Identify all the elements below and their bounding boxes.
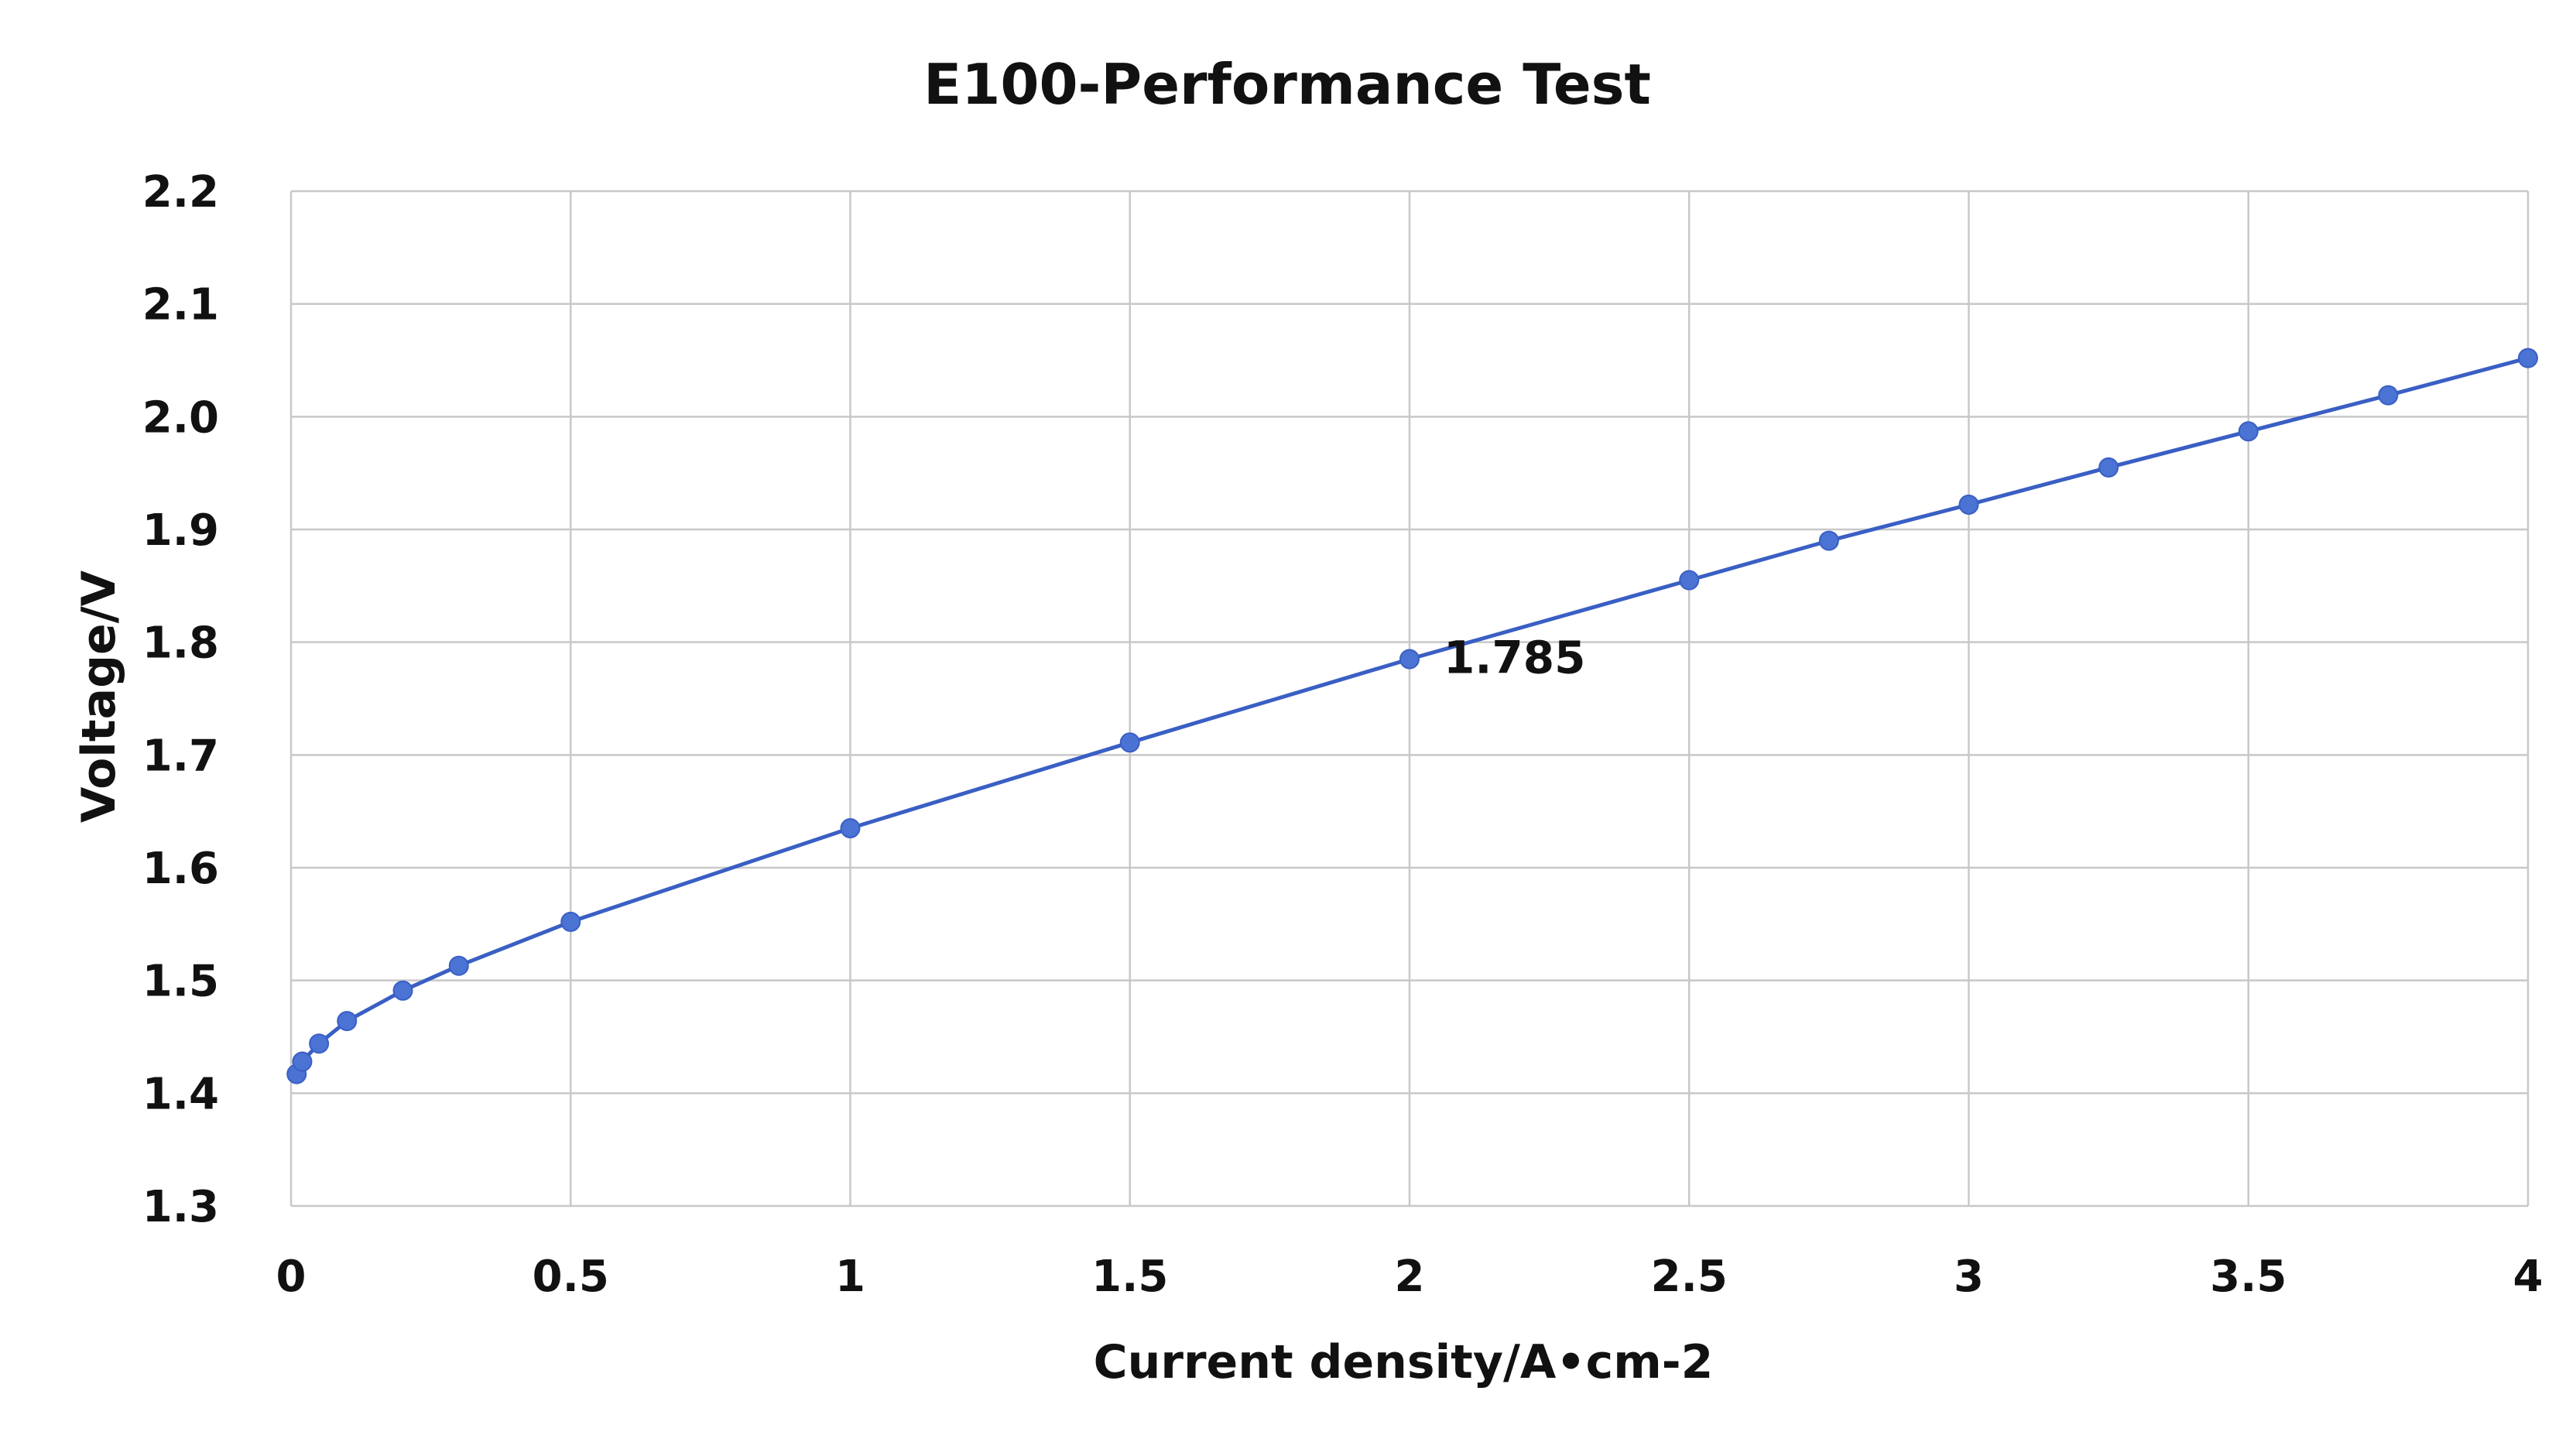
- x-axis-label: Current density/A•cm-2: [1094, 1335, 1714, 1389]
- y-tick-label: 1.9: [142, 505, 219, 556]
- data-point: [2518, 348, 2538, 368]
- data-point: [1119, 732, 1140, 753]
- y-axis-ticks: 1.3 1.4 1.5 1.6 1.7 1.8 1.9 2.0 2.1 2.2: [142, 167, 219, 1232]
- x-tick-label: 2: [1395, 1252, 1425, 1302]
- x-tick-label: 3.5: [2210, 1252, 2287, 1302]
- data-label: 1.785: [1444, 632, 1585, 684]
- grid: [289, 190, 2530, 1208]
- data-point: [2378, 385, 2399, 406]
- data-point: [560, 911, 581, 932]
- data-point: [1958, 494, 1979, 515]
- data-point: [840, 818, 861, 839]
- y-tick-label: 2.2: [142, 167, 219, 218]
- data-point: [337, 1011, 358, 1032]
- data-point: [309, 1033, 330, 1054]
- x-tick-label: 2.5: [1651, 1252, 1728, 1302]
- x-tick-label: 3: [1954, 1252, 1984, 1302]
- data-point: [2098, 457, 2119, 478]
- data-point: [1399, 649, 1420, 670]
- x-tick-label: 1: [835, 1252, 865, 1302]
- chart-title: E100-Performance Test: [923, 52, 1651, 117]
- data-point: [2238, 421, 2259, 442]
- y-tick-label: 1.7: [142, 731, 219, 781]
- y-tick-label: 2.1: [142, 280, 219, 331]
- y-tick-label: 1.5: [142, 957, 219, 1007]
- series-group: [286, 348, 2538, 1084]
- x-tick-label: 0.5: [533, 1252, 609, 1302]
- data-point: [1679, 570, 1700, 591]
- x-tick-label: 0: [276, 1252, 307, 1302]
- x-tick-label: 4: [2513, 1252, 2543, 1302]
- annotations: 1.785: [1444, 632, 1585, 684]
- data-point: [292, 1051, 313, 1072]
- y-tick-label: 1.8: [142, 618, 219, 669]
- y-tick-label: 1.3: [142, 1182, 219, 1232]
- x-tick-label: 1.5: [1091, 1252, 1168, 1302]
- y-tick-label: 2.0: [142, 392, 219, 443]
- series-line: [294, 356, 2530, 1077]
- data-point: [1818, 530, 1839, 551]
- x-axis-ticks: 0 0.5 1 1.5 2 2.5 3 3.5 4: [276, 1252, 2543, 1302]
- data-point: [448, 955, 469, 976]
- y-axis-label: Voltage/V: [72, 570, 126, 823]
- data-point: [392, 980, 413, 1001]
- y-tick-label: 1.6: [142, 844, 219, 894]
- y-tick-label: 1.4: [142, 1069, 219, 1119]
